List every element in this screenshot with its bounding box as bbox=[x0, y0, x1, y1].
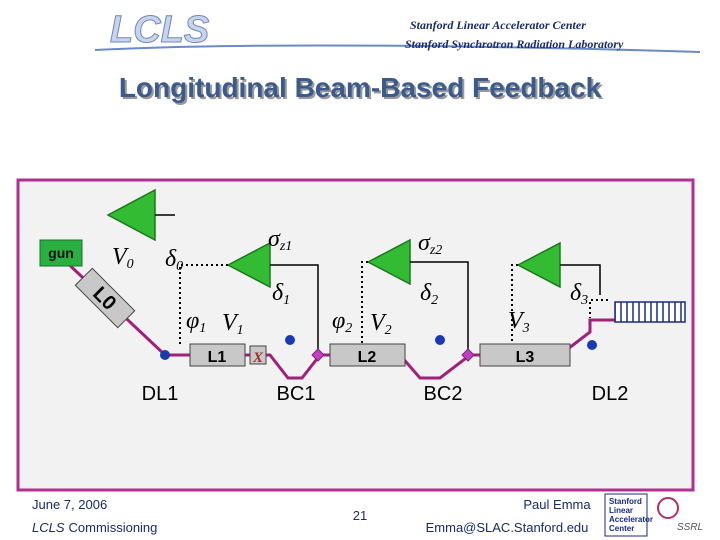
symbol-subscript: 1 bbox=[199, 321, 206, 336]
gun-label: gun bbox=[48, 245, 74, 261]
symbol-label: φ1 bbox=[186, 308, 206, 336]
symbol-label: V3 bbox=[508, 308, 530, 336]
title: Longitudinal Beam-Based Feedback bbox=[119, 72, 602, 103]
logo-line: Stanford bbox=[609, 497, 642, 506]
symbol-label: φ2 bbox=[332, 308, 352, 336]
header-lab1: Stanford Linear Accelerator Center bbox=[410, 18, 586, 32]
footer-author: Paul Emma bbox=[523, 497, 591, 512]
symbol: δ bbox=[570, 280, 582, 306]
footer-date: June 7, 2006 bbox=[32, 497, 107, 512]
symbol: δ bbox=[272, 280, 284, 306]
symbol: V bbox=[370, 310, 387, 336]
symbol: δ bbox=[165, 246, 177, 272]
symbol-label: V1 bbox=[222, 310, 244, 338]
symbol-label: δ1 bbox=[272, 280, 290, 308]
bpm-dots bbox=[160, 335, 597, 360]
bunch-monitors bbox=[311, 348, 475, 362]
symbol-label: δ3 bbox=[570, 280, 588, 308]
symbol-label: V0 bbox=[112, 244, 134, 272]
header-lab2: Stanford Synchrotron Radiation Laborator… bbox=[405, 37, 624, 51]
gun-box bbox=[39, 239, 83, 267]
symbol: σ bbox=[418, 230, 431, 256]
footer-project: LCLS Commissioning bbox=[32, 520, 157, 535]
beamline bbox=[60, 256, 615, 380]
symbol-subscript: 2 bbox=[345, 321, 352, 336]
linac-box bbox=[329, 343, 406, 367]
symbol-label: δ0 bbox=[165, 246, 183, 274]
symbol-subscript: 2 bbox=[385, 323, 392, 338]
linac-label: L1 bbox=[208, 349, 227, 366]
section-label: BC1 bbox=[277, 383, 316, 405]
symbol: δ bbox=[420, 280, 432, 306]
footer-email: Emma@SLAC.Stanford.edu bbox=[426, 520, 589, 535]
symbol-label: σz1 bbox=[268, 226, 292, 254]
l0-box bbox=[74, 267, 136, 329]
beam-dump bbox=[614, 301, 686, 323]
symbol: φ bbox=[186, 308, 199, 334]
section-label: BC2 bbox=[424, 383, 463, 405]
symbol-subscript: 3 bbox=[580, 293, 588, 308]
header-swoosh bbox=[94, 44, 701, 53]
linac-box bbox=[249, 345, 267, 365]
feedback-dotted bbox=[179, 261, 608, 344]
symbol-subscript: 3 bbox=[522, 321, 530, 336]
symbol: V bbox=[112, 244, 129, 270]
symbol: V bbox=[508, 308, 525, 334]
symbol-subscript: 1 bbox=[283, 293, 290, 308]
linac-label: L2 bbox=[358, 349, 377, 366]
title-shadow: Longitudinal Beam-Based Feedback bbox=[121, 74, 604, 105]
symbol: σ bbox=[268, 226, 281, 252]
symbol-subscript: 0 bbox=[176, 259, 183, 274]
symbol-label: V2 bbox=[370, 310, 392, 338]
section-label: DL2 bbox=[592, 383, 629, 405]
footer-project-name: LCLS bbox=[32, 520, 65, 535]
symbol-subscript: 2 bbox=[431, 293, 438, 308]
page-number: 21 bbox=[353, 508, 367, 523]
symbol-label: δ2 bbox=[420, 280, 438, 308]
logo-line: Linear bbox=[609, 506, 633, 515]
symbol-subscript: z1 bbox=[279, 239, 292, 254]
linac-box bbox=[479, 343, 571, 367]
footer-ssrl: SSRL bbox=[677, 522, 703, 533]
linac-box bbox=[189, 343, 246, 367]
header-logo: LCLS bbox=[110, 9, 209, 51]
logo-line: Center bbox=[609, 524, 634, 533]
linac-label: L3 bbox=[516, 349, 535, 366]
symbol-label: σz2 bbox=[418, 230, 442, 258]
symbol-subscript: 0 bbox=[127, 257, 134, 272]
feedback-amps bbox=[106, 188, 561, 289]
symbol-subscript: z2 bbox=[429, 243, 442, 258]
symbol: V bbox=[222, 310, 239, 336]
linac-label: X bbox=[252, 350, 264, 366]
symbol-subscript: 1 bbox=[237, 323, 244, 338]
ssrl-ring bbox=[657, 497, 679, 519]
footer-project-rest: Commissioning bbox=[69, 520, 158, 535]
diagram-frame bbox=[16, 178, 695, 492]
feedback-wires bbox=[155, 214, 601, 350]
footer-logo-box bbox=[604, 493, 648, 537]
symbol: φ bbox=[332, 308, 345, 334]
logo-line: Accelerator bbox=[609, 515, 653, 524]
section-label: DL1 bbox=[142, 383, 179, 405]
